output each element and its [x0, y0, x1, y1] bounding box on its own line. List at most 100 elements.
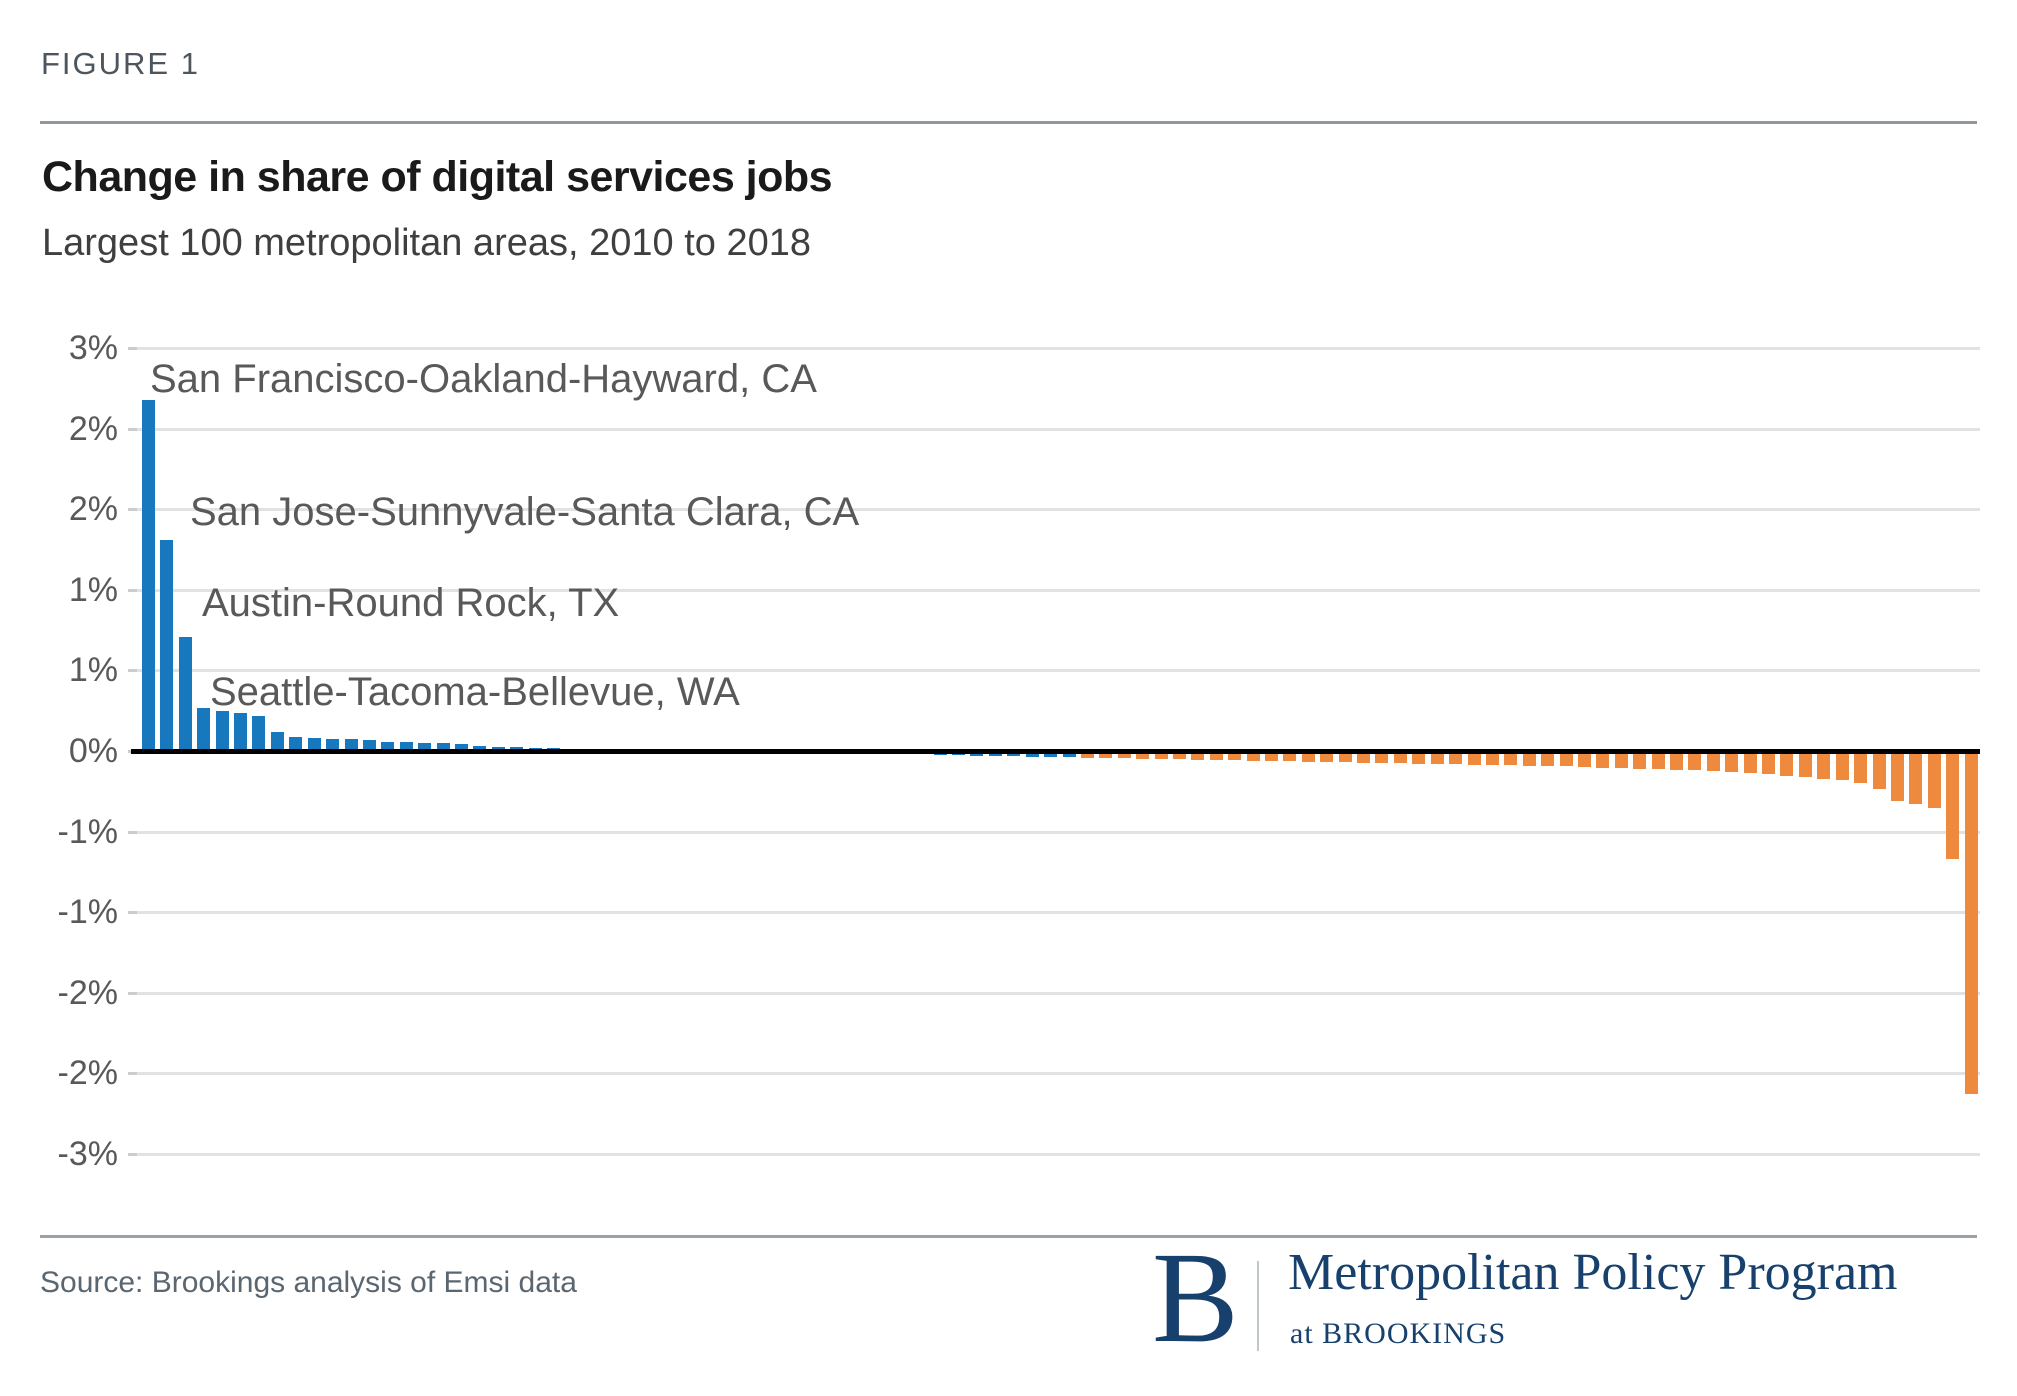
figure-rule — [40, 121, 1977, 124]
brookings-b-logo: B — [1152, 1226, 1239, 1370]
bar — [1375, 751, 1388, 764]
bar — [1063, 751, 1076, 758]
bar — [1541, 751, 1554, 767]
y-axis-tick-label: -2% — [57, 974, 118, 1012]
bar — [289, 736, 302, 753]
bar — [1283, 751, 1296, 762]
bar — [252, 716, 265, 753]
bar — [1762, 751, 1775, 775]
bar — [418, 742, 431, 753]
bar — [1596, 751, 1609, 768]
gridline — [137, 428, 1980, 431]
bar — [1891, 751, 1904, 802]
annotation-label: Seattle-Tacoma-Bellevue, WA — [210, 670, 740, 714]
gridline — [137, 992, 1980, 995]
bar — [1523, 751, 1536, 766]
bar — [1118, 751, 1131, 759]
bar — [142, 400, 155, 753]
bar — [1394, 751, 1407, 764]
bar — [160, 540, 173, 753]
gridline — [137, 1072, 1980, 1075]
y-axis-tick — [128, 1153, 137, 1156]
bar — [1320, 751, 1333, 763]
bar — [1412, 751, 1425, 764]
bar — [1504, 751, 1517, 766]
bar — [216, 710, 229, 753]
y-axis-tick-label: 1% — [68, 571, 118, 609]
bar — [455, 744, 468, 753]
bar — [1578, 751, 1591, 768]
bar — [1449, 751, 1462, 765]
y-axis-tick-label: 2% — [68, 490, 118, 528]
y-axis-tick — [128, 911, 137, 914]
bar — [1817, 751, 1830, 779]
bar — [1173, 751, 1186, 760]
y-axis-tick — [128, 669, 137, 672]
y-axis-tick-label: 0% — [68, 732, 118, 770]
footer-rule — [40, 1235, 1977, 1238]
y-axis-tick — [128, 992, 137, 995]
gridline — [137, 831, 1980, 834]
y-axis-tick-label: 3% — [68, 329, 118, 367]
bar — [271, 732, 284, 753]
bar — [1670, 751, 1683, 770]
y-axis-tick — [128, 1072, 137, 1075]
gridline — [137, 1153, 1980, 1156]
figure-label: FIGURE 1 — [41, 46, 200, 81]
bar — [1780, 751, 1793, 776]
gridline — [137, 669, 1980, 672]
y-axis-tick-label: -3% — [57, 1135, 118, 1173]
bar — [1210, 751, 1223, 760]
bar — [400, 742, 413, 753]
bar — [381, 742, 394, 753]
bar — [1854, 751, 1867, 783]
gridline — [137, 347, 1980, 350]
bar — [1560, 751, 1573, 767]
bar — [1909, 751, 1922, 805]
bar — [1688, 751, 1701, 771]
bar — [1081, 751, 1094, 758]
bar — [1468, 751, 1481, 765]
bar — [1744, 751, 1757, 774]
gridline — [137, 508, 1980, 511]
zero-axis-line — [131, 749, 1980, 754]
annotation-label: San Jose-Sunnyvale-Santa Clara, CA — [190, 490, 860, 534]
bar — [1357, 751, 1370, 763]
logo-program-name: Metropolitan Policy Program — [1288, 1244, 1898, 1301]
chart-subtitle: Largest 100 metropolitan areas, 2010 to … — [42, 222, 811, 264]
bar — [1928, 751, 1941, 809]
logo-divider — [1257, 1261, 1259, 1351]
brookings-logo: B Metropolitan Policy Program at BROOKIN… — [1150, 1233, 1990, 1363]
y-axis-tick — [128, 428, 137, 431]
bar — [1136, 751, 1149, 759]
bar — [1725, 751, 1738, 772]
bar — [1265, 751, 1278, 762]
bar — [1191, 751, 1204, 760]
logo-at-brookings: at BROOKINGS — [1290, 1317, 1507, 1350]
y-axis-tick-label: -2% — [57, 1054, 118, 1092]
bar — [1431, 751, 1444, 764]
bar — [1486, 751, 1499, 766]
source-text: Source: Brookings analysis of Emsi data — [40, 1266, 577, 1299]
y-axis-tick — [128, 508, 137, 511]
y-axis-tick-label: 1% — [68, 651, 118, 689]
bar — [1873, 751, 1886, 790]
bar — [1615, 751, 1628, 769]
bar — [197, 708, 210, 753]
bar — [1339, 751, 1352, 763]
bar — [1946, 751, 1959, 860]
bar — [1247, 751, 1260, 761]
bar — [1155, 751, 1168, 760]
y-axis-tick — [128, 347, 137, 350]
bar — [1099, 751, 1112, 759]
bar — [234, 713, 247, 753]
y-axis-tick-label: -1% — [57, 813, 118, 851]
bar — [1836, 751, 1849, 780]
bar — [1302, 751, 1315, 762]
chart-title: Change in share of digital services jobs — [42, 153, 833, 201]
bar — [1652, 751, 1665, 770]
y-axis-tick-label: 2% — [68, 410, 118, 448]
gridline — [137, 911, 1980, 914]
